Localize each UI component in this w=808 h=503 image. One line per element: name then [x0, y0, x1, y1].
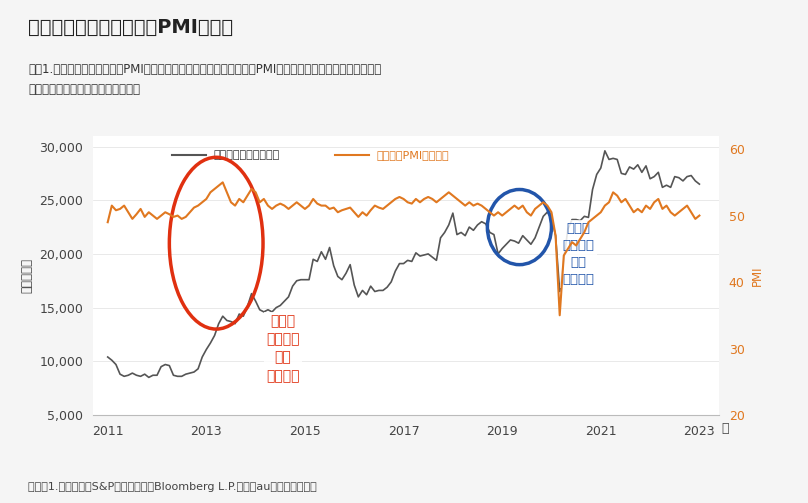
- Y-axis label: PMI: PMI: [751, 265, 764, 286]
- Text: 日経平均株価（左軸）: 日経平均株価（左軸）: [214, 150, 280, 160]
- Text: 株高の
トレンド
発生
しやすい: 株高の トレンド 発生 しやすい: [266, 314, 300, 383]
- Text: 株安の
トレンド
発生
しやすい: 株安の トレンド 発生 しやすい: [562, 222, 595, 286]
- Text: 〈図表1.〉　出所：S&Pグローバル、Bloomberg L.P.から、auじぶん銀行作成: 〈図表1.〉 出所：S&Pグローバル、Bloomberg L.P.から、auじぶ…: [28, 482, 317, 492]
- Text: 日経平均株価と日本複合PMIを比較: 日経平均株価と日本複合PMIを比較: [28, 18, 234, 37]
- Text: 日本複合PMI（右軸）: 日本複合PMI（右軸）: [377, 150, 449, 160]
- Text: 年: 年: [722, 422, 729, 435]
- Y-axis label: 株高（円）: 株高（円）: [21, 258, 34, 293]
- Text: 図表1.の通り、オレンジ線のPMIが上昇する期間は株高のトレンド、PMIが低下する期間は株安のトレンド
が発生しやすいことが分かります。: 図表1.の通り、オレンジ線のPMIが上昇する期間は株高のトレンド、PMIが低下す…: [28, 63, 381, 96]
